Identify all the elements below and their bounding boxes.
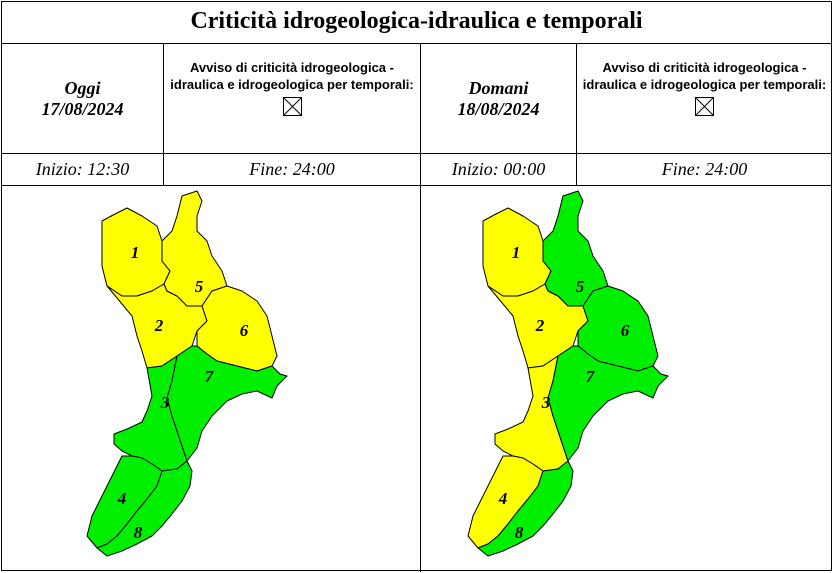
- divider: [420, 43, 421, 572]
- zone-8-area: [96, 460, 193, 557]
- start-time: Inizio: 12:30: [35, 159, 130, 179]
- zone-7-area: [166, 345, 288, 462]
- day-today-cell: Oggi 17/08/2024: [2, 44, 163, 153]
- zone-5-area: [161, 190, 228, 307]
- zone-5-area: [542, 190, 609, 307]
- zone-7-label: 7: [205, 367, 215, 386]
- start-time: Inizio: 00:00: [451, 159, 546, 179]
- zone-2-label: 2: [535, 316, 545, 335]
- end-time: Fine: 24:00: [661, 159, 748, 179]
- calabria-map-tomorrow: 1 2 3 4 5 6 7 8: [467, 190, 669, 557]
- zone-8-label: 8: [515, 523, 524, 542]
- zone-4-label: 4: [498, 489, 508, 508]
- zone-8-label: 8: [134, 523, 143, 542]
- zone-1-label: 1: [512, 243, 521, 262]
- day-label: Domani: [468, 77, 529, 98]
- zone-7-area: [547, 345, 669, 462]
- zone-8-area: [477, 460, 574, 557]
- zone-5-label: 5: [576, 277, 585, 296]
- day-tomorrow-cell: Domani 18/08/2024: [421, 44, 576, 153]
- divider: [1, 185, 832, 186]
- zone-3-label: 3: [541, 393, 551, 412]
- divider: [1, 153, 832, 154]
- zone-1-label: 1: [131, 243, 140, 262]
- day-label: Oggi: [64, 77, 101, 98]
- divider: [576, 43, 577, 186]
- divider: [163, 43, 164, 186]
- zone-7-label: 7: [586, 367, 596, 386]
- day-date: 18/08/2024: [457, 98, 540, 119]
- zone-5-label: 5: [195, 277, 204, 296]
- calabria-map-today: 1 2 3 4 5 6 7 8: [86, 190, 288, 557]
- zone-6-label: 6: [621, 321, 630, 340]
- avviso-text: Avviso di criticità idrogeologica - idra…: [170, 60, 414, 92]
- avviso-text: Avviso di criticità idrogeologica - idra…: [582, 60, 827, 92]
- end-time: Fine: 24:00: [249, 159, 335, 179]
- divider: [1, 43, 832, 44]
- zone-2-label: 2: [154, 316, 164, 335]
- avviso-today-cell: Avviso di criticità idrogeologica - idra…: [164, 44, 420, 153]
- zone-6-label: 6: [240, 321, 249, 340]
- unchecked-box-icon: [282, 97, 302, 116]
- unchecked-box-icon: [695, 97, 714, 116]
- avviso-tomorrow-cell: Avviso di criticità idrogeologica - idra…: [577, 44, 832, 153]
- day-date: 17/08/2024: [41, 98, 124, 119]
- page-title: Criticità idrogeologica-idraulica e temp…: [190, 8, 643, 34]
- zone-3-label: 3: [160, 393, 170, 412]
- zone-4-label: 4: [117, 489, 127, 508]
